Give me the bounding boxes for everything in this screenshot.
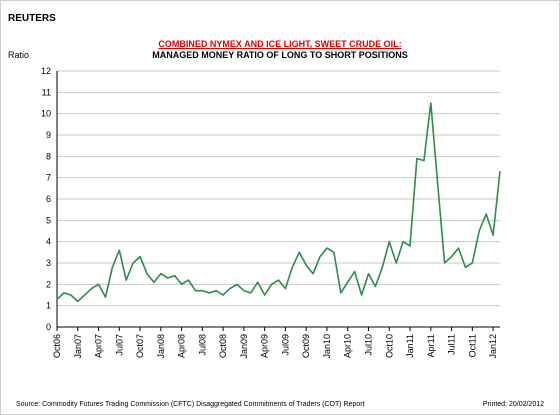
x-tick-label: Apr08 xyxy=(177,334,187,358)
y-tick-label: 1 xyxy=(46,301,51,311)
x-tick-label: Jan09 xyxy=(239,334,249,359)
y-tick-label: 9 xyxy=(46,130,51,140)
y-tick-label: 11 xyxy=(42,87,51,97)
y-tick-label: 6 xyxy=(46,194,51,204)
x-tick-label: Jan12 xyxy=(488,334,498,359)
source-note: Source: Commodity Futures Trading Commis… xyxy=(16,401,365,408)
publisher-label: REUTERS xyxy=(8,13,56,24)
x-tick-label: Apr07 xyxy=(94,334,104,358)
x-tick-label: Jul10 xyxy=(363,334,373,356)
y-tick-label: 8 xyxy=(46,151,51,161)
x-tick-label: Oct08 xyxy=(218,334,228,358)
x-tick-label: Oct09 xyxy=(301,334,311,358)
x-tick-label: Oct07 xyxy=(135,334,145,358)
chart-title-line2: MANAGED MONEY RATIO OF LONG TO SHORT POS… xyxy=(152,50,408,60)
x-tick-label: Jan11 xyxy=(405,334,415,358)
y-tick-label: 12 xyxy=(41,66,51,76)
x-tick-label: Jul11 xyxy=(447,334,457,355)
x-tick-label: Oct06 xyxy=(52,334,62,358)
y-tick-label: 7 xyxy=(46,173,51,183)
y-axis-label: Ratio xyxy=(8,50,30,60)
y-tick-label: 4 xyxy=(46,237,51,247)
printed-date: Printed: 20/02/2012 xyxy=(482,401,544,408)
y-tick-label: 10 xyxy=(41,109,51,119)
series-line xyxy=(56,102,501,303)
x-tick-label: Jan08 xyxy=(156,334,166,359)
x-tick-label: Jul08 xyxy=(197,334,207,356)
y-tick-label: 5 xyxy=(46,215,51,225)
x-tick-label: Jul09 xyxy=(280,334,290,356)
x-tick-label: Apr11 xyxy=(426,334,436,357)
x-tick-label: Jan07 xyxy=(73,334,83,359)
y-tick-label: 3 xyxy=(46,258,51,268)
y-tick-label: 0 xyxy=(46,322,51,332)
x-tick-label: Jul07 xyxy=(114,334,124,356)
x-tick-label: Oct10 xyxy=(384,334,394,358)
x-tick-label: Jan10 xyxy=(322,334,332,359)
x-tick-label: Apr10 xyxy=(343,334,353,358)
chart-title-line1: COMBINED NYMEX AND ICE LIGHT, SWEET CRUD… xyxy=(158,39,402,49)
x-tick-label: Oct11 xyxy=(467,334,477,357)
y-tick-label: 2 xyxy=(46,279,51,289)
x-tick-label: Apr09 xyxy=(260,334,270,358)
